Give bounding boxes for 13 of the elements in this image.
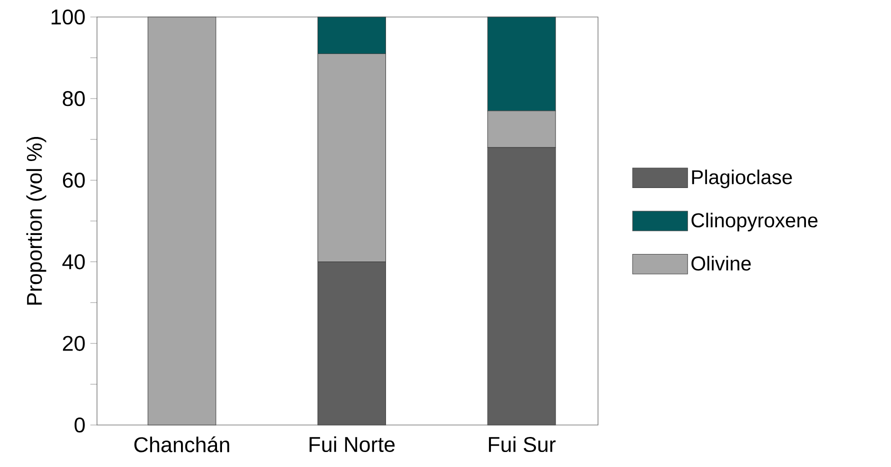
x-tick-label: Chanchán — [134, 436, 230, 452]
y-tick-label: 20 — [62, 336, 85, 351]
legend-label: Plagioclase — [692, 170, 792, 188]
legend-label: Olivine — [691, 256, 751, 271]
y-tick-label: 40 — [62, 254, 85, 270]
x-tick-label: Fui Sur — [488, 436, 556, 452]
y-tick-label: 0 — [74, 417, 85, 433]
y-tick-label: 100 — [52, 9, 85, 25]
x-tick-label: Fui Norte — [310, 436, 395, 452]
legend-label: Clinopyroxene — [692, 212, 818, 232]
y-axis-title: Proportion (vol %) — [26, 137, 46, 305]
y-tick-label: 80 — [62, 91, 85, 106]
y-tick-label: 60 — [62, 172, 85, 188]
